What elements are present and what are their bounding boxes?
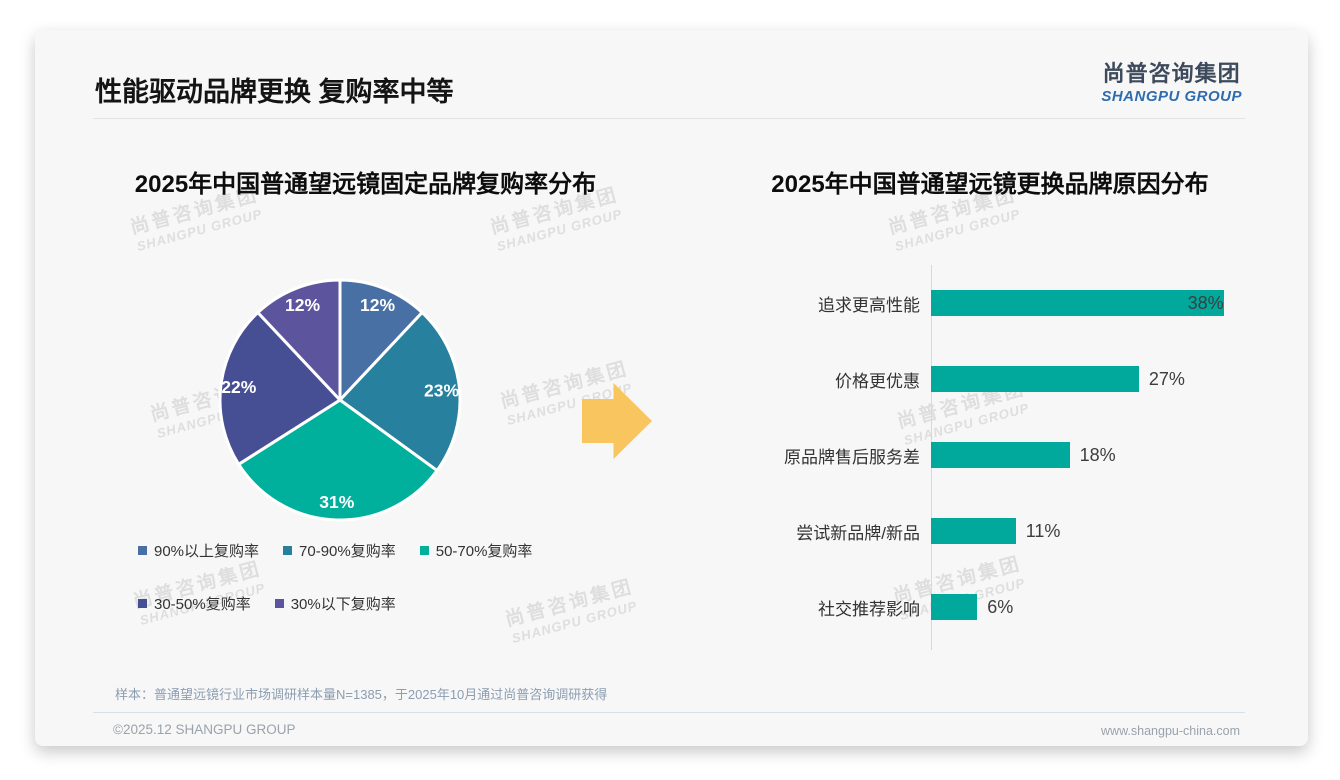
legend-label: 70-90%复购率 xyxy=(299,543,396,560)
bar-category-label: 价格更优惠 xyxy=(835,371,920,391)
legend-label: 30-50%复购率 xyxy=(154,596,251,613)
legend-marker xyxy=(138,599,147,608)
pie-data-label: 12% xyxy=(285,295,320,315)
bar-row: 尝试新品牌/新品 11% xyxy=(755,518,1224,544)
pie-slice xyxy=(256,278,342,402)
bar-value-label: 38% xyxy=(1187,292,1224,313)
bar-chart: 追求更高性能 38% 价格更优惠 27% 原品牌售后服务差 18% 尝试新品牌/新品 11% 社… xyxy=(755,290,1224,670)
pie-slice xyxy=(338,311,462,473)
legend-item: 90%以上复购率 xyxy=(138,540,259,561)
legend-item: 30%以下复购率 xyxy=(274,593,396,614)
bar-value-label: 27% xyxy=(1148,368,1185,389)
bar xyxy=(931,594,978,620)
bar-value-label: 6% xyxy=(987,596,1014,617)
legend-label: 30%以下复购率 xyxy=(290,596,396,613)
page-title: 性能驱动品牌更换 复购率中等 xyxy=(95,77,454,107)
header-divider xyxy=(93,118,1245,119)
legend-item: 70-90%复购率 xyxy=(283,540,396,561)
bar xyxy=(931,366,1139,392)
legend-marker xyxy=(419,546,429,555)
bar-value-label: 11% xyxy=(1025,520,1061,541)
bar-value-label: 18% xyxy=(1079,444,1116,465)
bar xyxy=(931,290,1224,316)
right-arrow-icon xyxy=(582,383,652,459)
legend-item: 30-50%复购率 xyxy=(138,593,251,614)
legend-label: 90%以上复购率 xyxy=(154,543,260,560)
pie-legend: 90%以上复购率 70-90%复购率 50-70%复购率 30-50%复购率 30%以下… xyxy=(138,540,593,614)
footer-divider xyxy=(93,712,1245,713)
bar-category-label: 原品牌售后服务差 xyxy=(784,447,920,467)
footer-copyright: ©2025.12 SHANGPU GROUP xyxy=(113,722,296,737)
logo-chinese-text: 尚普咨询集团 xyxy=(1102,61,1241,86)
bar-category-label: 尝试新品牌/新品 xyxy=(796,523,920,543)
footer-website: www.shangpu-china.com xyxy=(1101,724,1240,738)
sample-note: 样本：普通望远镜行业市场调研样本量N=1385，于2025年10月通过尚普咨询调… xyxy=(115,687,608,702)
bar-category-label: 社交推荐影响 xyxy=(818,599,920,619)
legend-marker xyxy=(138,546,147,555)
pie-slice xyxy=(218,311,342,466)
bar xyxy=(931,442,1070,468)
pie-data-label: 22% xyxy=(221,377,256,397)
bar-chart-title: 2025年中国普通望远镜更换品牌原因分布 xyxy=(771,171,1209,198)
pie-data-label: 23% xyxy=(424,380,459,400)
legend-marker xyxy=(274,599,284,608)
pie-data-label: 12% xyxy=(360,295,395,315)
legend-item: 50-70%复购率 xyxy=(419,540,533,561)
legend-label: 50-70%复购率 xyxy=(435,543,533,560)
slide-card: 尚普咨询集团 SHANGPU GROUP 尚普咨询集团 SHANGPU GROUP 尚普… xyxy=(35,30,1308,746)
pie-slice xyxy=(338,278,424,402)
logo-english-text: SHANGPU GROUP xyxy=(1101,88,1242,105)
pie-chart: 12% 23% 31% 22% 12% xyxy=(218,278,462,522)
bar-row: 价格更优惠 27% xyxy=(755,366,1224,392)
bar xyxy=(931,518,1016,544)
company-logo: 尚普咨询集团 SHANGPU GROUP xyxy=(1101,56,1242,105)
pie-data-label: 31% xyxy=(319,492,354,512)
pie-slice xyxy=(237,398,439,522)
bar-row: 社交推荐影响 6% xyxy=(755,594,1224,620)
bar-category-label: 追求更高性能 xyxy=(818,295,920,315)
bar-row: 追求更高性能 38% xyxy=(755,290,1224,316)
bar-row: 原品牌售后服务差 18% xyxy=(755,442,1224,468)
pie-chart-title: 2025年中国普通望远镜固定品牌复购率分布 xyxy=(134,171,597,198)
legend-marker xyxy=(283,546,293,555)
